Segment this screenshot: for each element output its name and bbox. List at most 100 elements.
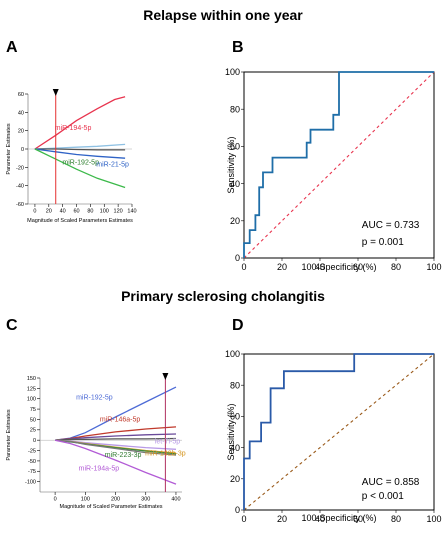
y-tick-label: 40: [230, 179, 240, 189]
y-tick-label: 40: [18, 110, 24, 116]
series-line: [34, 96, 126, 150]
auc-value: AUC = 0.733: [362, 220, 420, 231]
y-tick-label: 20: [230, 474, 240, 484]
section-title-bottom: Primary sclerosing cholangitis: [121, 288, 325, 304]
series-label: miR-146a-5p: [100, 417, 141, 424]
plot-frame: [243, 353, 435, 511]
series-line: [34, 148, 126, 151]
series-line: [55, 439, 177, 456]
x-tick-label: 0: [241, 262, 246, 272]
x-tick-label: 200: [111, 497, 120, 503]
panel-label-c: C: [6, 317, 18, 334]
y-tick-label: 80: [230, 104, 240, 114]
y-tick-label: 150: [27, 376, 36, 382]
selection-arrow: [162, 373, 169, 380]
y-tick-label: -75: [28, 469, 36, 475]
y-tick-label: 20: [230, 216, 240, 226]
selection-arrow: [52, 89, 59, 96]
x-tick-label: 40: [60, 209, 66, 215]
panel-d-roc-curve: 0 20 40 60 80 100 0 20 40 60 80 100 100-Specificity …: [225, 349, 442, 524]
y-tick-label: 60: [230, 412, 240, 422]
p-value: p < 0.001: [362, 491, 404, 502]
x-tick-label: 100: [81, 497, 90, 503]
series-line: [34, 148, 126, 189]
y-axis-label: Sensitivity (%): [226, 136, 236, 193]
series-line: [34, 143, 126, 150]
panel-label-b: B: [232, 39, 244, 56]
y-axis-label: Sensitivity (%): [226, 403, 236, 460]
series-label: miR-142b-3p: [145, 451, 186, 458]
series-line: [54, 439, 177, 485]
y-tick-label: 125: [27, 386, 36, 392]
x-tick-label: 400: [171, 497, 180, 503]
x-tick-label: 20: [46, 209, 52, 215]
x-tick-label: 80: [391, 262, 401, 272]
x-tick-label: 40: [315, 262, 325, 272]
reference-diagonal: [243, 71, 435, 259]
x-tick-label: 140: [127, 209, 136, 215]
panel-c-regularization-path: 0 100 200 300 400 -100 -75 -50 -25 0 25 50 75 100 125 1…: [6, 373, 186, 510]
x-tick-label: 60: [353, 262, 363, 272]
series-label: miR-194-5p: [55, 125, 92, 132]
y-axis-label: Parameter Estimates: [6, 123, 12, 175]
y-tick-label: 0: [33, 438, 36, 444]
y-tick-label: -50: [28, 459, 36, 465]
series-label: miR-223-3p: [105, 452, 142, 459]
y-tick-label: 80: [230, 380, 240, 390]
x-tick-label: 60: [353, 514, 363, 524]
section-title-top: Relapse within one year: [143, 7, 303, 23]
y-tick-label: 40: [230, 443, 240, 453]
y-tick-label: 0: [235, 505, 240, 515]
y-tick-label: 60: [18, 92, 24, 98]
y-tick-label: -100: [25, 480, 36, 486]
y-tick-label: -25: [28, 448, 36, 454]
y-tick-label: 50: [30, 417, 36, 423]
panel-b-roc-curve: 0 20 40 60 80 100 0 20 40 60 80 100 100-Specificity …: [225, 67, 442, 272]
reference-diagonal: [243, 353, 435, 511]
y-tick-label: 25: [30, 428, 36, 434]
y-tick-label: 100: [225, 67, 240, 77]
series-line: [34, 148, 126, 159]
x-tick-label: 40: [315, 514, 325, 524]
roc-curve: [243, 71, 434, 258]
panel-label-d: D: [232, 317, 244, 334]
p-value: p = 0.001: [362, 237, 404, 248]
x-tick-label: 80: [391, 514, 401, 524]
x-axis-label: Magnitude of Scaled Parameter Estimates: [59, 504, 162, 510]
y-tick-label: -40: [16, 184, 24, 190]
y-tick-label: 100: [27, 397, 36, 403]
y-tick-label: -20: [16, 165, 24, 171]
series-label: miR-192-5p: [62, 160, 99, 167]
auc-value: AUC = 0.858: [362, 477, 420, 488]
y-tick-label: 75: [30, 407, 36, 413]
x-tick-label: 120: [114, 209, 123, 215]
y-axis-label: Parameter Estimates: [6, 409, 12, 461]
x-axis-label: Magnitude of Scaled Parameters Estimates: [27, 218, 133, 224]
y-tick-label: 60: [230, 142, 240, 152]
x-tick-label: 20: [277, 262, 287, 272]
series-label: miR-194a-5p: [79, 465, 120, 472]
y-tick-label: -60: [16, 202, 24, 208]
x-tick-label: 20: [277, 514, 287, 524]
series-label: miR-192-5p: [76, 395, 113, 402]
series-label: let-7i-5p: [155, 438, 180, 445]
x-tick-label: 100: [426, 514, 441, 524]
x-tick-label: 0: [241, 514, 246, 524]
y-tick-label: 0: [235, 253, 240, 263]
y-tick-label: 100: [225, 349, 240, 359]
x-tick-label: 80: [87, 209, 93, 215]
panel-label-a: A: [6, 39, 18, 56]
x-axis-label: 100-Specificity (%): [301, 262, 376, 272]
x-tick-label: 60: [73, 209, 79, 215]
x-tick-label: 0: [54, 497, 57, 503]
panel-a-regularization-path: 0 20 40 60 80 100 120 140 -60 -40 -20 0 20 40 60 Magnit…: [6, 89, 137, 224]
x-axis-label: 100-Specificity (%): [301, 513, 376, 523]
x-tick-label: 300: [141, 497, 150, 503]
roc-curve: [243, 353, 434, 510]
y-tick-label: 0: [21, 147, 24, 153]
y-tick-label: 20: [18, 129, 24, 135]
x-tick-label: 100: [100, 209, 109, 215]
x-tick-label: 0: [33, 209, 36, 215]
x-tick-label: 100: [426, 262, 441, 272]
